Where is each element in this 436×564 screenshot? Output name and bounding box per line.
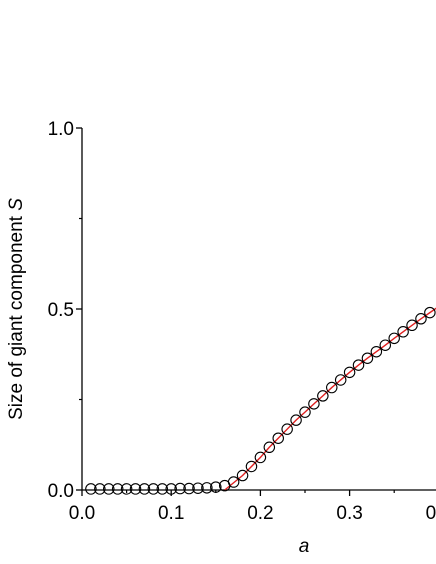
data-point [379,339,392,351]
data-point [129,483,142,495]
data-point [361,352,374,364]
data-point [263,441,276,454]
data-point [308,398,320,410]
y-axis-label: Size of giant component S [6,198,27,420]
y-axis-label-symbol: S [6,198,27,211]
data-point [156,483,169,495]
data-point [388,332,400,345]
x-tick-label: 0.1 [158,503,184,524]
data-point [94,483,106,495]
data-point [370,345,383,358]
y-tick-label: 0.0 [48,481,74,502]
data-point [415,313,427,325]
x-tick-label: 0.0 [69,503,95,524]
x-tick-label: 0.4 [426,503,436,524]
x-tick-label: 0.3 [336,503,362,524]
data-point [406,319,418,332]
data-point [317,390,329,402]
data-point [183,482,195,495]
data-point [245,460,258,473]
data-point [254,451,267,464]
x-tick-label: 0.2 [247,503,273,524]
data-point [326,381,338,394]
data-point [138,483,151,495]
x-axis-label: a [299,536,310,557]
data-point [147,483,160,495]
data-point [120,483,133,495]
data-point [192,482,204,494]
y-tick-label: 1.0 [48,119,74,140]
data-point [290,414,302,426]
data-point [111,483,124,495]
data-point [272,432,284,444]
data-point [85,483,97,495]
data-point [174,482,186,495]
y-axis-label-text: Size of giant component [6,215,27,420]
data-point [424,306,436,319]
data-point [352,359,365,371]
data-point [201,482,213,494]
data-point [397,326,409,338]
data-point [210,481,222,493]
data-point [334,374,347,386]
data-point [236,469,249,482]
data-point [165,483,177,495]
data-point [227,476,240,488]
data-point [343,366,356,379]
data-point [299,406,311,418]
data-point [281,423,293,435]
fit-line [224,307,436,491]
y-tick-label: 0.5 [48,300,74,321]
data-point [103,483,115,495]
